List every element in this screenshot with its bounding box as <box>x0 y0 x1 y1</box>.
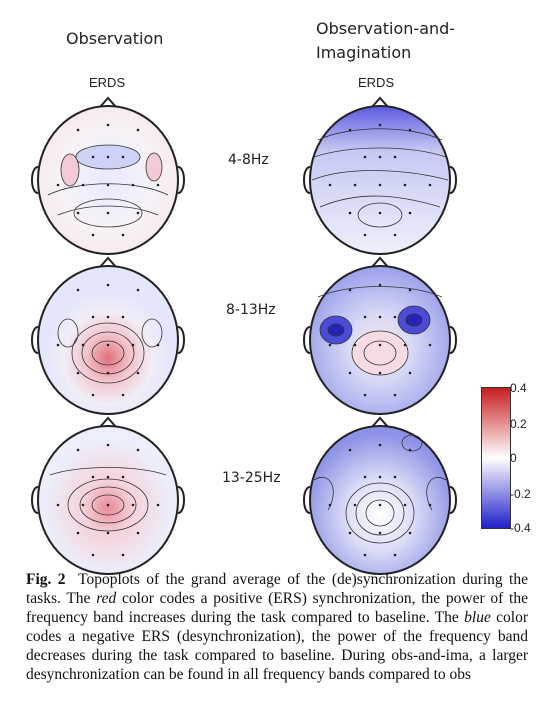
observation-title: Observation <box>66 29 164 48</box>
observation-imagination-title-line2: Imagination <box>316 43 412 62</box>
caption-red: red <box>96 590 117 607</box>
observation-imagination-title-line1: Observation-and- <box>316 19 456 38</box>
caption-text-2: color codes a positive (ERS) synchroniza… <box>26 590 528 626</box>
colorbar-tick-0-2: 0.2 <box>510 417 527 431</box>
colorbar <box>481 387 511 529</box>
band-label-8-13hz: 8-13Hz <box>226 302 276 318</box>
caption-text-1: Topoplots of the grand average of the (d… <box>26 571 528 607</box>
topoplot-obs-ima-13-25hz <box>303 416 457 575</box>
topoplot-obs-ima-8-13hz <box>303 256 457 415</box>
erds-label-left: ERDS <box>89 75 126 90</box>
erds-label-right: ERDS <box>358 75 395 90</box>
topoplot-observation-4-8hz <box>31 96 185 255</box>
colorbar-tick-neg-0-4: -0.4 <box>510 521 531 535</box>
colorbar-tick-0: 0 <box>510 451 517 465</box>
figure-caption: Fig. 2 Topoplots of the grand average of… <box>26 570 528 684</box>
band-label-13-25hz: 13-25Hz <box>222 470 281 486</box>
caption-text-3: color codes a negative ERS (desynchroniz… <box>26 609 528 683</box>
colorbar-tick-neg-0-2: -0.2 <box>510 487 531 501</box>
band-label-4-8hz: 4-8Hz <box>228 152 269 168</box>
colorbar-tick-0-4: 0.4 <box>510 381 527 395</box>
topoplot-observation-13-25hz <box>31 416 185 575</box>
caption-label: Fig. 2 <box>26 571 66 588</box>
topoplot-obs-ima-4-8hz <box>303 96 457 255</box>
caption-blue: blue <box>464 609 491 626</box>
topoplot-observation-8-13hz <box>31 256 185 415</box>
